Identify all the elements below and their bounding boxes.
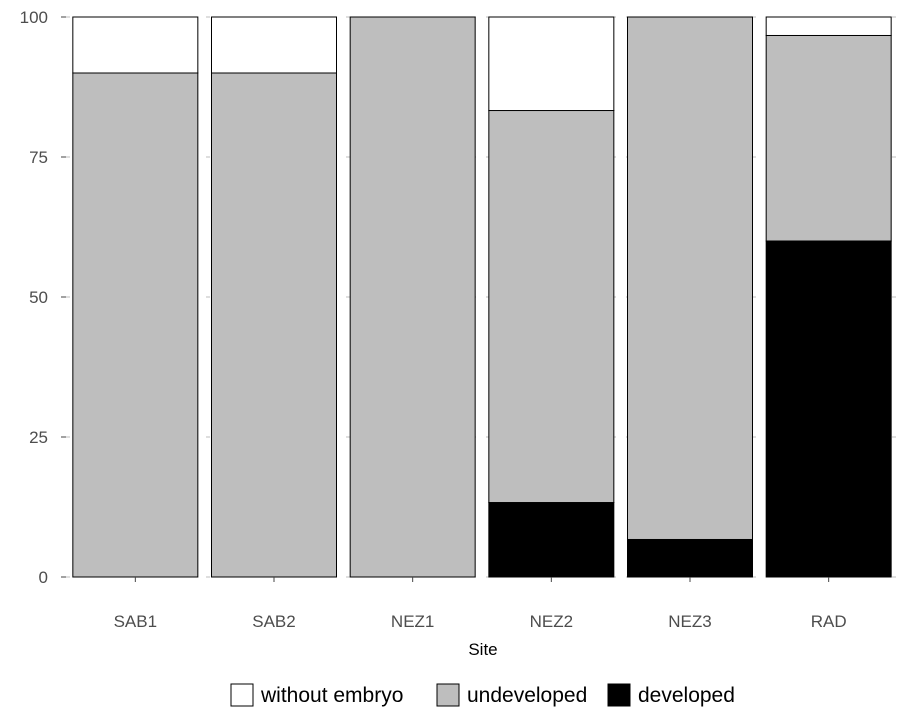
bar-segment-undeveloped-sab2 bbox=[211, 72, 337, 578]
x-tick-label: SAB2 bbox=[252, 612, 295, 631]
legend-label-without-embryo: without embryo bbox=[260, 684, 403, 707]
legend-label-developed: developed bbox=[638, 684, 735, 707]
x-tick-label: NEZ3 bbox=[668, 612, 711, 631]
x-axis-title: Site bbox=[468, 640, 497, 659]
bar-segment-developed-rad bbox=[765, 240, 892, 578]
bar-segment-undeveloped-sab1 bbox=[72, 72, 199, 578]
y-tick-label: 0 bbox=[39, 568, 48, 587]
bar-segment-developed-nez2 bbox=[488, 502, 615, 578]
bar-segment-without-embryo-nez2 bbox=[488, 16, 615, 112]
axes: 0 25 50 75 100 SAB1 SAB2 NEZ1 NEZ2 NEZ3 RAD bbox=[20, 8, 847, 631]
bar-segment-without-embryo-rad bbox=[765, 16, 892, 36]
y-tick-label: 25 bbox=[29, 428, 48, 447]
y-tick-label: 75 bbox=[29, 148, 48, 167]
x-tick-label: NEZ1 bbox=[391, 612, 434, 631]
x-tick-label: RAD bbox=[811, 612, 847, 631]
x-tick-label: NEZ2 bbox=[530, 612, 573, 631]
bar-segment-developed-nez3 bbox=[627, 538, 753, 578]
bar-segment-undeveloped-rad bbox=[765, 34, 892, 242]
x-tick-label: SAB1 bbox=[114, 612, 157, 631]
bars bbox=[72, 16, 892, 578]
legend-swatch-undeveloped bbox=[436, 683, 460, 707]
bar-segment-undeveloped-nez2 bbox=[488, 110, 615, 504]
y-tick-label: 50 bbox=[29, 288, 48, 307]
legend: without embryo undeveloped developed bbox=[230, 683, 735, 707]
y-tick-label: 100 bbox=[20, 8, 48, 27]
bar-segment-without-embryo-sab1 bbox=[72, 16, 199, 74]
bar-segment-undeveloped-nez1 bbox=[349, 16, 476, 578]
legend-label-undeveloped: undeveloped bbox=[467, 684, 587, 707]
legend-swatch-without-embryo bbox=[230, 683, 254, 707]
bar-segment-undeveloped-nez3 bbox=[627, 16, 753, 540]
legend-swatch-developed bbox=[607, 683, 631, 707]
bar-segment-without-embryo-sab2 bbox=[211, 16, 337, 74]
